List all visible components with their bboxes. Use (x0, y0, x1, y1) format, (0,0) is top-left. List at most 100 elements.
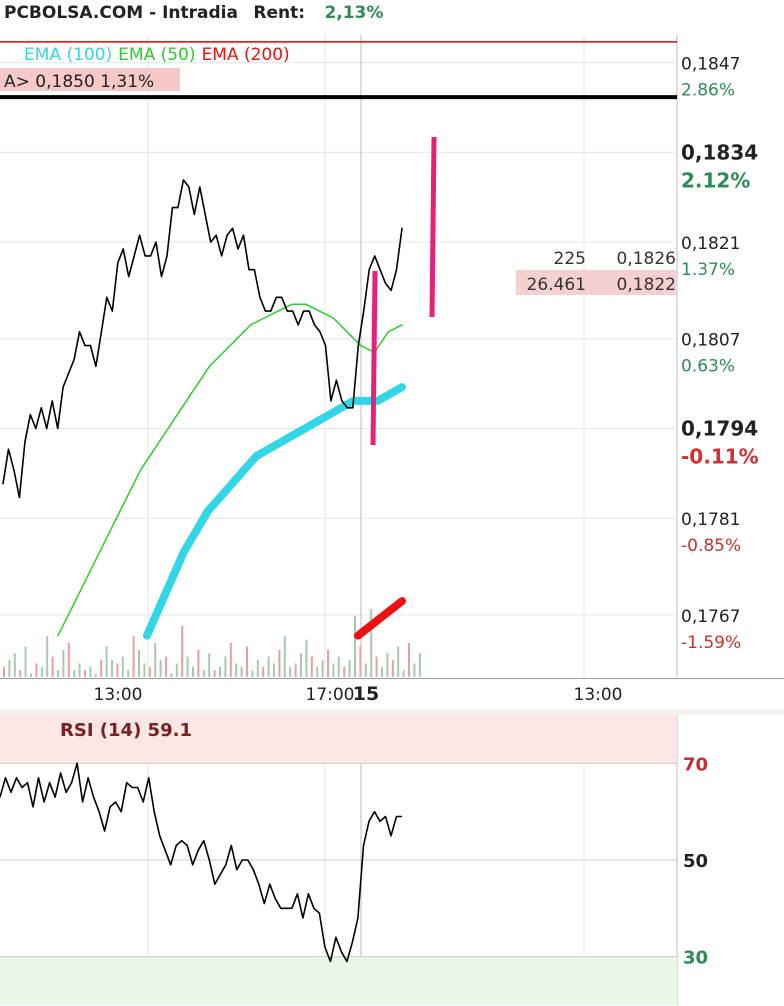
volume-bar (19, 670, 22, 677)
volume-bar (240, 666, 243, 677)
volume-bar (175, 663, 178, 677)
rsi-level-label: 50 (683, 851, 708, 872)
pct-tick-label: 2.12% (681, 168, 750, 192)
volume-bar (391, 660, 394, 677)
volume-bar (300, 653, 302, 677)
volume-bar (402, 670, 405, 677)
pct-tick-label: -0.85% (681, 536, 741, 556)
volume-bar (343, 666, 346, 677)
order-book-price: 0,1822 (617, 275, 676, 295)
volume-bar (89, 666, 92, 677)
volume-bar (35, 663, 38, 677)
volume-bar (213, 670, 216, 677)
volume-bar (256, 660, 259, 677)
volume-bar (8, 660, 11, 677)
rsi-label: RSI (14) 59.1 (60, 720, 192, 741)
volume-bar (359, 646, 362, 677)
volume-bar (229, 643, 232, 677)
legend-item: EMA (200) (202, 45, 290, 65)
volume-bar (57, 670, 59, 677)
price-tick-label: 0,1834 (681, 140, 758, 164)
volume-bar (132, 636, 135, 677)
rent-label: Rent: (253, 3, 306, 23)
volume-bar (246, 646, 248, 677)
volume-bar (62, 649, 65, 677)
volume-bar (305, 639, 308, 677)
volume-bar (278, 649, 281, 677)
volume-bar (262, 666, 265, 677)
volume-bar (67, 643, 70, 677)
volume-bar (181, 626, 184, 677)
legend-item: EMA (100) (24, 45, 112, 65)
volume-bar (208, 653, 211, 677)
pct-tick-label: 2.86% (681, 81, 735, 101)
time-tick-label: 17:00 (306, 685, 355, 705)
rsi-level-label: 30 (683, 948, 708, 969)
volume-bar (348, 660, 351, 677)
volume-bar (84, 670, 86, 677)
volume-bar (192, 666, 194, 677)
legend-item: EMA (50) (118, 45, 195, 65)
volume-bar (397, 646, 400, 677)
volume-bar (78, 663, 81, 677)
volume-bar (375, 656, 378, 677)
volume-bar (154, 643, 157, 677)
pct-tick-label: 1.37% (681, 260, 735, 280)
order-book-qty: 26.461 (527, 275, 586, 295)
ema100-line (143, 383, 406, 640)
pct-tick-label: -0.11% (681, 444, 759, 468)
volume-bar (418, 653, 421, 677)
volume-bar (170, 673, 173, 677)
volume-bar (13, 653, 16, 677)
volume-bar (224, 656, 227, 677)
volume-bar (159, 660, 162, 677)
volume-bar (197, 649, 200, 677)
chart-header: PCBOLSA.COM - Intradia Rent: 2,13% (4, 3, 383, 23)
time-tick-label: 13:00 (94, 685, 143, 705)
volume-bar (219, 666, 221, 677)
volume-bar (46, 636, 49, 677)
volume-bar (327, 649, 329, 677)
pct-tick-label: -1.59% (681, 633, 741, 653)
price-tick-label: 0,1821 (681, 234, 740, 254)
panel-separator (0, 709, 784, 715)
volume-bar (381, 666, 383, 677)
volume-bar (370, 609, 373, 677)
price-tick-label: 0,1847 (681, 55, 740, 75)
rsi-oversold-zone (0, 956, 677, 1005)
time-tick-label: 15 (353, 683, 379, 705)
rsi-line (0, 762, 402, 963)
volume-bar (100, 660, 103, 677)
price-tick-label: 0,1794 (681, 416, 758, 440)
volume-bar (332, 663, 335, 677)
range-marker (370, 270, 378, 446)
volume-bar (289, 666, 292, 677)
order-book-highlight (516, 270, 676, 295)
range-marker (429, 136, 437, 318)
volume-bar (143, 663, 146, 677)
rsi-level-label: 70 (683, 754, 708, 775)
volume-bar (121, 656, 124, 677)
ema50-line (57, 303, 403, 637)
volume-bar (127, 670, 130, 677)
volume-bar (386, 653, 389, 677)
volume-bar (73, 670, 76, 677)
volume-bar (202, 670, 205, 677)
chart-title: PCBOLSA.COM - Intradia (4, 3, 238, 23)
volume-bar (148, 666, 151, 677)
rent-value: 2,13% (324, 3, 384, 23)
volume-bar (165, 656, 167, 677)
rsi-overbought-zone (0, 715, 677, 764)
volume-bar (116, 663, 119, 677)
time-axis-line (0, 678, 784, 679)
volume-bar (364, 663, 367, 677)
volume-bar (408, 643, 410, 677)
volume-bar (321, 660, 324, 677)
volume-bar (310, 656, 313, 677)
order-book-price: 0,1826 (617, 249, 676, 269)
volume-bar (337, 656, 340, 677)
price-tick-label: 0,1807 (681, 331, 740, 351)
volume-bar (283, 636, 286, 677)
order-book-qty: 225 (554, 249, 586, 269)
